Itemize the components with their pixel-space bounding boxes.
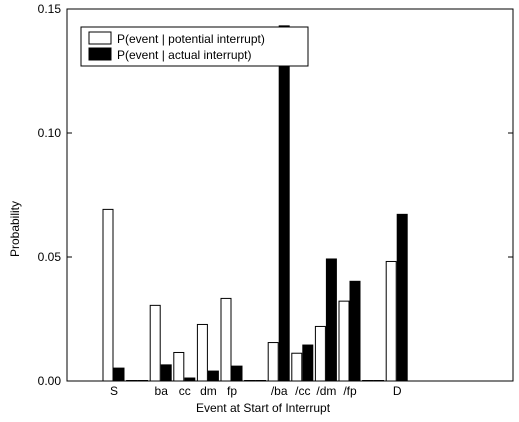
bar-actual	[160, 364, 172, 382]
x-tick-label: D	[393, 384, 402, 398]
bar-potential	[385, 260, 397, 382]
bar-actual	[255, 380, 267, 382]
x-tick-label: fp	[227, 384, 237, 398]
x-tick-label: ba	[155, 384, 169, 398]
y-tick-label: 0.15	[38, 2, 62, 16]
x-tick-label: cc	[179, 384, 191, 398]
bar-potential	[149, 304, 161, 382]
bar-potential	[362, 380, 374, 382]
x-tick-label: /cc	[295, 384, 310, 398]
x-axis-title: Event at Start of Interrupt	[196, 401, 331, 415]
labels: Event at Start of Interrupt Probability …	[8, 2, 402, 415]
bar-potential	[102, 208, 114, 382]
plot-frame	[66, 8, 514, 382]
legend-label-actual: P(event | actual interrupt)	[117, 48, 252, 62]
legend-swatch-actual	[88, 47, 112, 61]
axes	[66, 8, 514, 382]
bar-actual	[325, 258, 337, 382]
bar-potential	[291, 352, 303, 382]
bar-actual	[231, 365, 243, 382]
bar-actual	[302, 344, 314, 382]
legend: P(event | potential interrupt) P(event |…	[80, 26, 309, 67]
x-tick-label: /fp	[343, 384, 357, 398]
bar-potential	[338, 300, 350, 382]
bar-actual	[113, 367, 125, 382]
bars	[102, 25, 408, 382]
y-tick-label: 0.00	[38, 374, 62, 388]
bar-actual	[396, 213, 408, 382]
y-tick-label: 0.10	[38, 126, 62, 140]
bar-actual	[278, 25, 290, 382]
bar-potential	[196, 323, 208, 382]
bar-actual	[137, 380, 149, 382]
x-tick-label: /ba	[271, 384, 288, 398]
bar-potential	[267, 342, 279, 382]
y-axis-title: Probability	[8, 201, 22, 257]
y-tick-label: 0.05	[38, 250, 62, 264]
x-tick-label: S	[110, 384, 118, 398]
x-tick-label: /dm	[316, 384, 336, 398]
x-tick-label: dm	[200, 384, 217, 398]
bar-potential	[244, 380, 256, 382]
bar-potential	[220, 297, 232, 382]
bar-potential	[173, 351, 185, 382]
bar-actual	[207, 370, 219, 382]
bar-potential	[314, 325, 326, 382]
bar-actual	[373, 380, 385, 382]
bar-actual	[349, 280, 361, 382]
legend-label-potential: P(event | potential interrupt)	[117, 32, 265, 46]
bar-potential	[126, 380, 138, 382]
bar-actual	[184, 377, 196, 382]
legend-box	[80, 26, 309, 67]
legend-swatch-potential	[88, 31, 112, 45]
